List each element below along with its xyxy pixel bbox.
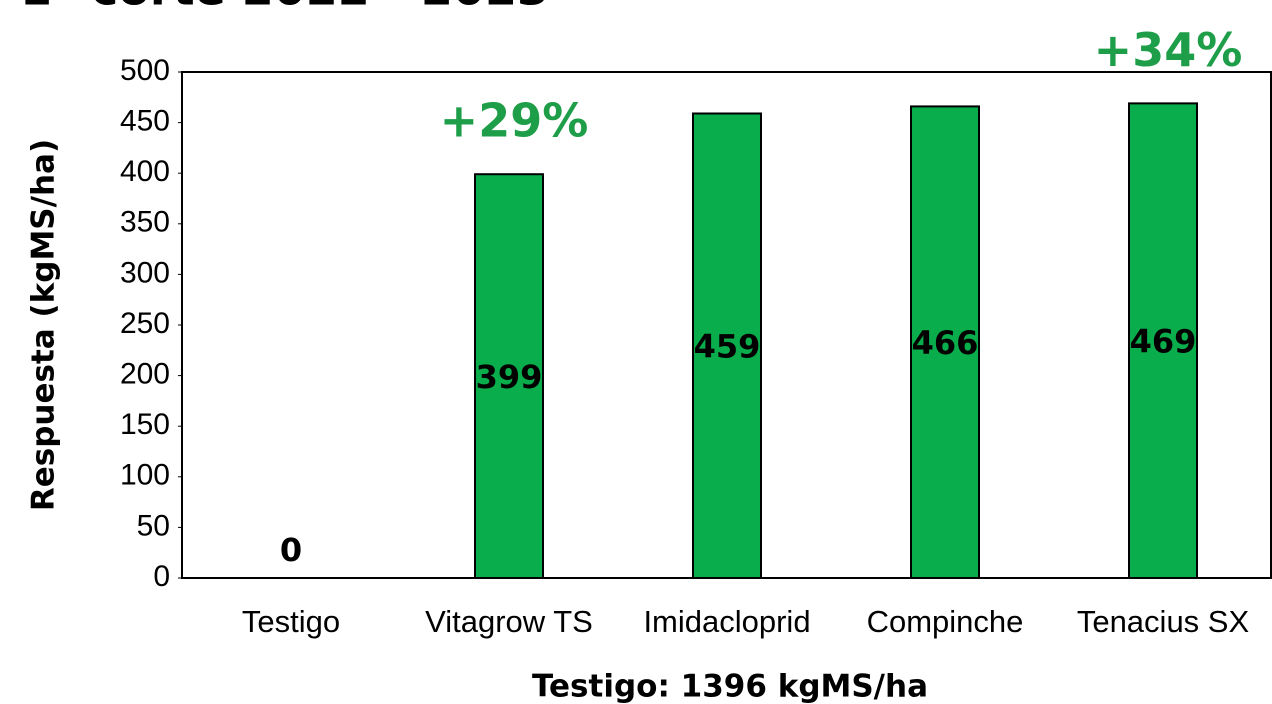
annotation: +29% <box>440 94 589 148</box>
x-tick-label: Compinche <box>867 604 1024 639</box>
annotation: +34% <box>1094 23 1243 77</box>
x-tick-label: Vitagrow TS <box>425 604 593 639</box>
value-label: 459 <box>694 328 761 366</box>
bar <box>910 105 980 580</box>
x-axis-label: Testigo: 1396 kgMS/ha <box>532 669 928 704</box>
y-tick-label: 350 <box>120 206 170 239</box>
y-tick-label: 150 <box>120 408 170 441</box>
bar <box>474 173 544 579</box>
y-tick-label: 450 <box>120 105 170 138</box>
value-label: 0 <box>280 531 302 569</box>
y-tick-label: 500 <box>120 54 170 87</box>
x-tick-label: Imidacloprid <box>643 604 810 639</box>
y-axis-label: Respuesta (kgMS/ha) <box>26 139 62 511</box>
x-tick-label: Testigo <box>242 604 340 639</box>
bar <box>1128 102 1198 579</box>
y-tick-label: 300 <box>120 256 170 289</box>
chart-title: 1° corte 2022 - 2023 <box>20 0 549 16</box>
y-tick-label: 50 <box>137 509 170 542</box>
y-tick-label: 250 <box>120 307 170 340</box>
y-tick-label: 0 <box>153 560 170 593</box>
x-tick-label: Tenacius SX <box>1077 604 1250 639</box>
value-label: 399 <box>476 358 543 396</box>
value-label: 466 <box>912 324 979 362</box>
bar <box>692 112 762 579</box>
y-tick-label: 100 <box>120 459 170 492</box>
y-tick-label: 200 <box>120 358 170 391</box>
y-tick-label: 400 <box>120 155 170 188</box>
value-label: 469 <box>1130 323 1197 361</box>
